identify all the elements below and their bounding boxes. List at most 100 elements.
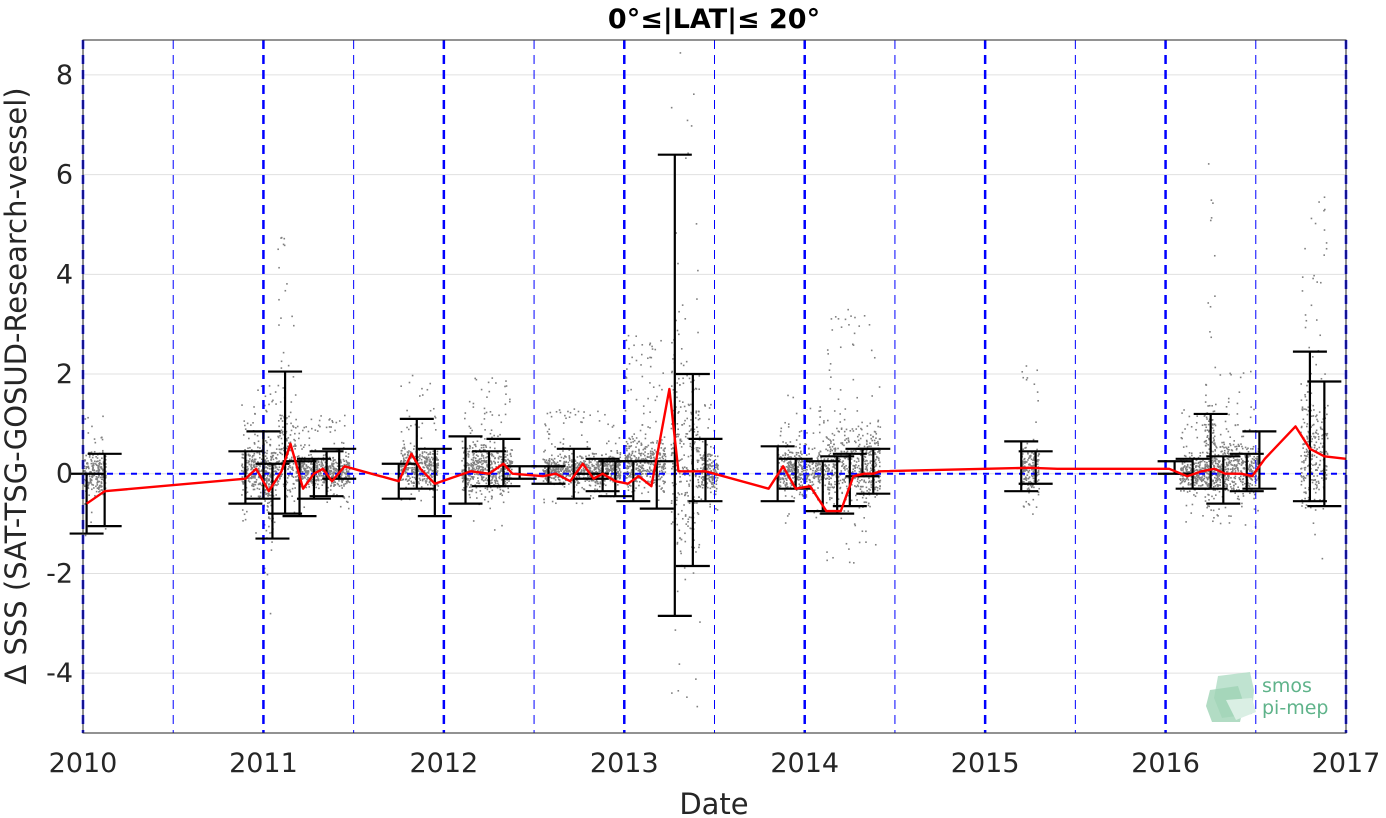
scatter-point-5-374 [420,486,423,488]
scatter-point-5-114 [403,443,406,446]
scatter-point-9-24 [687,500,690,503]
scatter-point-8-380 [640,458,643,460]
scatter-point-3-84 [286,445,289,448]
scatter-point-11-378 [788,468,790,470]
scatter-point-11-370 [797,451,799,454]
scatter-point-9-37 [676,523,679,526]
scatter-point-0-200 [102,468,104,471]
scatter-point-12-179 [829,498,831,501]
scatter-point-6-310 [491,454,493,457]
scatter-point-2-22 [268,525,270,528]
scatter-point-11-396 [797,478,800,481]
scatter-point-0-35 [88,467,90,470]
scatter-point-7-162 [581,502,584,505]
scatter-point-11-281 [796,476,798,478]
scatter-point-12-243 [878,450,880,453]
scatter-point-1-219 [275,471,278,473]
scatter-point-1-116 [250,449,253,451]
scatter-point-11-44 [817,455,820,458]
scatter-point-5-343 [404,459,407,462]
scatter-point-12-83 [841,443,844,446]
scatter-point-1-138 [241,509,244,511]
scatter-point-8-44 [658,485,661,487]
scatter-point-6-91 [472,454,475,456]
scatter-point-8-254 [624,457,627,460]
scatter-point-11-341 [785,477,787,480]
scatter-point-1-97 [274,464,277,466]
scatter-point-7-761 [589,469,592,472]
scatter-point-12-407 [858,506,861,509]
scatter-point-1-139 [243,420,246,422]
scatter-point-6-101 [502,489,504,492]
scatter-point-11-342 [808,478,811,481]
scatter-point-6-501 [470,462,473,465]
scatter-point-5-310 [436,483,438,486]
scatter-point-6-330 [483,460,486,463]
scatter-point-8-138 [657,466,659,468]
scatter-point-6-327 [469,427,472,429]
scatter-point-9-169 [697,446,699,449]
scatter-point-12-48 [873,356,876,359]
scatter-point-6-242 [473,456,475,459]
scatter-point-6-365 [490,479,492,482]
scatter-point-5-173 [406,475,409,478]
scatter-point-6-322 [480,388,483,391]
scatter-point-8-173 [628,447,630,450]
scatter-point-1-199 [242,471,245,473]
scatter-point-5-223 [429,451,432,454]
scatter-point-7-689 [596,481,599,483]
scatter-point-8-42 [663,490,665,493]
scatter-point-4-202 [332,467,335,470]
scatter-point-6-183 [500,469,502,471]
scatter-point-7-596 [567,463,570,466]
scatter-point-7-738 [583,462,586,464]
scatter-point-12-210 [870,349,873,352]
scatter-point-7-215 [552,467,554,469]
scatter-point-6-358 [474,473,476,476]
scatter-point-12-502 [837,476,840,478]
scatter-point-7-679 [596,464,598,466]
scatter-point-5-352 [406,451,409,453]
scatter-point-7-332 [583,460,585,462]
scatter-point-8-369 [656,442,658,444]
scatter-point-7-136 [618,459,621,461]
scatter-point-1-133 [267,478,270,481]
scatter-point-1-242 [255,481,257,484]
scatter-point-1-150 [263,479,266,482]
scatter-point-12-488 [843,456,846,459]
scatter-point-8-395 [630,463,633,465]
scatter-point-4-501 [348,468,351,471]
scatter-point-12-180 [878,481,881,484]
scatter-point-9-248 [697,410,700,413]
scatter-point-10-92 [708,407,711,409]
scatter-point-11-263 [779,456,781,459]
scatter-point-8-102 [635,487,637,489]
scatter-point-11-240 [823,421,825,424]
scatter-point-3-10 [278,425,280,428]
scatter-point-5-104 [420,437,423,439]
scatter-point-8-241 [649,467,651,470]
scatter-point-9-124 [683,422,686,425]
scatter-point-9-63 [671,451,674,454]
scatter-point-2-28 [266,441,268,444]
scatter-point-6-283 [470,483,472,486]
scatter-point-6-301 [509,460,511,463]
scatter-point-4-230 [307,465,309,468]
scatter-point-8-284 [628,475,630,478]
scatter-point-1-109 [249,446,251,449]
scatter-point-2-57 [269,517,271,520]
scatter-point-2-50 [269,465,271,468]
scatter-point-2-3 [264,466,266,468]
scatter-point-8-220 [635,457,638,459]
scatter-point-6-472 [468,444,471,447]
scatter-point-7-20 [577,481,579,483]
scatter-point-5-70 [411,471,413,473]
scatter-point-11-484 [799,472,801,475]
scatter-point-3-134 [277,436,280,439]
scatter-point-10-60 [714,466,717,469]
scatter-point-9-285 [686,433,689,435]
scatter-point-9-244 [670,522,673,525]
scatter-point-12-110 [825,465,828,467]
scatter-point-8-120 [649,342,652,345]
scatter-point-4-370 [305,426,307,428]
